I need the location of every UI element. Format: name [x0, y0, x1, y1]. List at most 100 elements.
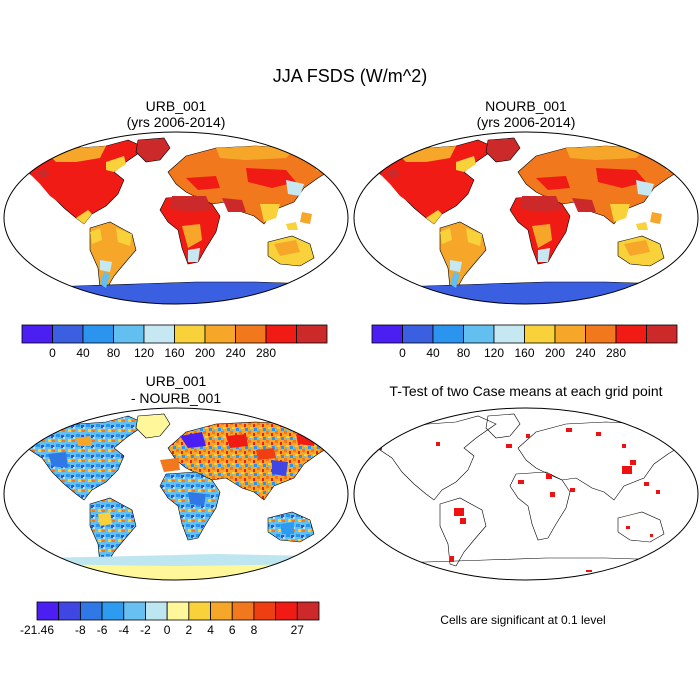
significant-cell [650, 534, 653, 537]
significant-cell [596, 432, 601, 436]
diff-region-3 [48, 452, 68, 468]
colorbar-swatch [524, 324, 556, 344]
field-region-2 [106, 156, 126, 172]
colorbar-swatch [493, 324, 525, 344]
significant-cell [630, 460, 636, 465]
colorbar-tick-label: 80 [107, 346, 121, 360]
diff-region-0 [180, 432, 206, 448]
field-region-1 [48, 146, 106, 162]
field-region-3 [426, 210, 442, 224]
field-region-6 [450, 260, 462, 272]
colorbar-swatch [143, 324, 175, 344]
colorbar-swatch [463, 324, 495, 344]
colorbar-tick-label: -4 [118, 623, 129, 637]
diff-region-6 [160, 458, 180, 472]
colorbar-swatch [615, 324, 647, 344]
field-region-21 [286, 222, 298, 230]
field-region-17 [274, 240, 300, 256]
significant-cell [570, 488, 575, 492]
field-region-9 [596, 168, 646, 188]
significant-cell [518, 480, 524, 484]
colorbar-tick-label: 160 [164, 346, 184, 360]
panel-1-title-line2: (yrs 2006-2014) [127, 114, 226, 130]
colorbar-tick-label: -6 [97, 623, 108, 637]
colorbar-swatch [235, 324, 267, 344]
field-region-15 [532, 224, 552, 248]
colorbar-swatch [296, 601, 320, 621]
colorbar-tick-label: -8 [75, 623, 86, 637]
field-region-14 [286, 180, 304, 196]
colorbar-tick-label: 8 [251, 623, 258, 637]
significant-cell [626, 526, 630, 529]
significant-cell [666, 566, 670, 568]
colorbar-tick-label: 240 [225, 346, 245, 360]
colorbar-tick-label: -21.46 [20, 623, 54, 637]
colorbar-swatch [36, 601, 60, 621]
significant-cell [436, 442, 440, 446]
colorbar-tick-label: 6 [229, 623, 236, 637]
field-region-7 [90, 228, 102, 244]
land-greenland [135, 413, 171, 439]
panel-1-title-line1: URB_001 [146, 98, 207, 114]
map-panel-ttest [353, 407, 699, 581]
field-region-3 [76, 210, 92, 224]
land-africa [159, 471, 221, 541]
colorbar-tick-label: 120 [484, 346, 504, 360]
colorbar-swatch [554, 324, 586, 344]
land-greenland [135, 137, 171, 163]
significant-cell [406, 564, 414, 567]
significance-footnote: Cells are significant at 0.1 level [440, 613, 605, 627]
map-panel-difference [3, 407, 349, 581]
colorbar-tick-label: 40 [426, 346, 440, 360]
significant-cell [622, 444, 626, 448]
diff-region-1 [272, 460, 288, 476]
diff-region-2 [188, 492, 206, 506]
panel-2-title-line2: (yrs 2006-2014) [477, 114, 576, 130]
colorbar-swatch [210, 601, 233, 621]
significant-cell [626, 570, 631, 572]
significant-cell [550, 492, 555, 497]
colorbar-swatch [296, 324, 328, 344]
field-region-17 [624, 240, 650, 256]
land-greenland [485, 137, 521, 163]
map-panel-urb [3, 131, 349, 305]
panel-3-title-line1: URB_001 [146, 373, 207, 389]
field-region-2 [456, 156, 476, 172]
diff-region-5 [256, 448, 276, 460]
colorbar-tick-label: 0 [164, 623, 171, 637]
field-region-9 [246, 168, 296, 188]
coastline-northAmerica [375, 415, 497, 501]
colorbar-tick-label: 40 [76, 346, 90, 360]
field-region-4 [116, 228, 132, 246]
coastline-australia [617, 511, 665, 543]
significant-cell [450, 556, 454, 562]
colorbar-tick-label: 240 [575, 346, 595, 360]
field-region-15 [182, 224, 202, 248]
colorbar-urb: 0 40 80 120 160 200 240 280 [21, 324, 328, 360]
colorbar-swatch [113, 324, 145, 344]
field-region-21 [636, 222, 648, 230]
colorbar-swatch [371, 324, 403, 344]
diff-region-7 [76, 436, 92, 446]
diff-region-10 [26, 554, 326, 566]
colorbar-swatch [52, 324, 84, 344]
colorbar-swatch [646, 324, 678, 344]
colorbar-swatch [204, 324, 236, 344]
colorbar-swatch [275, 601, 298, 621]
field-region-11 [170, 196, 212, 212]
colorbar-tick-label: 2 [186, 623, 193, 637]
diff-region-8 [280, 522, 294, 534]
colorbar-swatch [585, 324, 617, 344]
field-region-4 [466, 228, 482, 246]
field-region-6 [100, 260, 112, 272]
colorbar-swatch [174, 324, 206, 344]
map-border [353, 407, 699, 581]
field-region-16 [538, 248, 550, 262]
significant-cell [644, 482, 649, 486]
significant-cell [546, 474, 552, 479]
colorbar-nourb: 0 40 80 120 160 200 240 280 [371, 324, 678, 360]
colorbar-tick-label: 280 [256, 346, 276, 360]
map-panel-nourb [353, 131, 699, 305]
colorbar-tick-label: 4 [207, 623, 214, 637]
